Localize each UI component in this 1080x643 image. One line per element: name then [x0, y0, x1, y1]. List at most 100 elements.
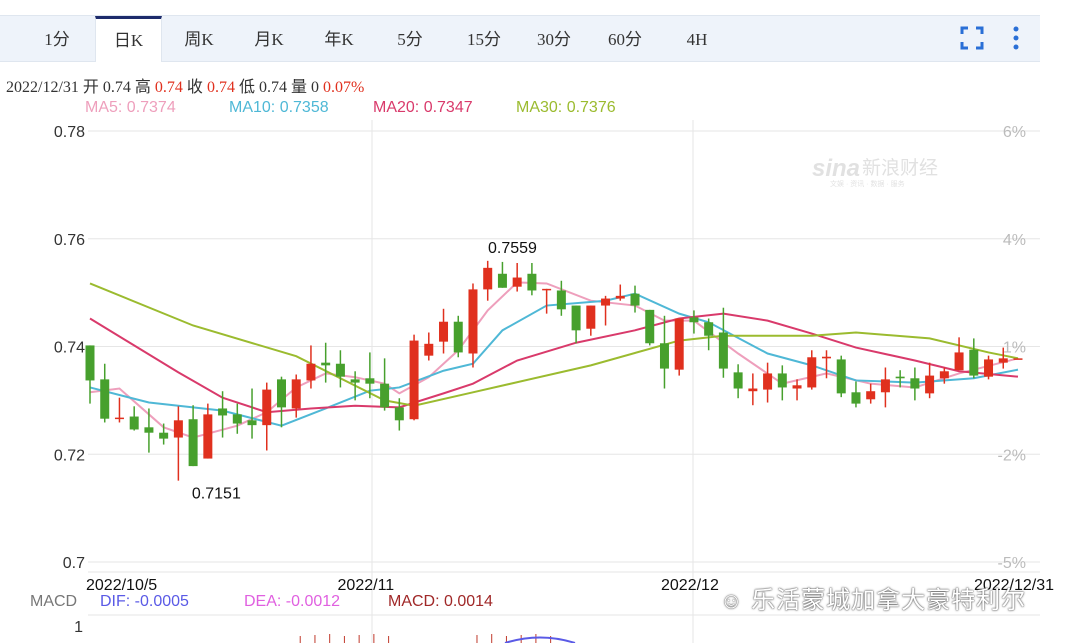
candle-body	[335, 363, 345, 377]
volume-label: 量	[290, 79, 307, 96]
candle	[836, 355, 846, 398]
candle	[218, 391, 228, 438]
y-tick-label: 0.76	[54, 232, 85, 249]
candle-body	[173, 420, 183, 438]
wechat-icon: ☺	[720, 588, 744, 613]
x-tick-label: 2022/10/5	[86, 577, 157, 594]
tab-8[interactable]: 60分	[608, 30, 642, 49]
candle-body	[763, 373, 773, 390]
candle-body	[100, 379, 110, 419]
candle	[733, 364, 743, 399]
low-annotation: 0.7151	[192, 486, 241, 503]
candle-body	[615, 295, 625, 299]
candle	[748, 373, 758, 406]
info-date: 2022/12/31	[6, 79, 79, 96]
tab-6[interactable]: 15分	[467, 30, 501, 49]
candle-body	[542, 288, 552, 291]
candle-body	[792, 385, 802, 389]
candle-body	[659, 343, 669, 369]
tab-7[interactable]: 30分	[537, 30, 571, 49]
candle-body	[439, 321, 449, 342]
candle	[365, 352, 375, 399]
candle	[114, 397, 124, 423]
ma20-legend: MA20: 0.7347	[373, 99, 473, 116]
candle-body	[453, 321, 463, 353]
more-vertical-icon[interactable]	[1002, 24, 1030, 52]
candle-body	[822, 356, 831, 359]
candle	[601, 295, 611, 326]
candle	[925, 362, 935, 399]
candle-body	[954, 352, 964, 371]
candle-body	[527, 273, 537, 291]
candle	[969, 338, 979, 379]
close-value: 0.74	[206, 79, 235, 96]
candle	[424, 332, 434, 361]
candle	[483, 260, 493, 301]
tab-1[interactable]: 日K	[95, 16, 162, 62]
macd-label: MACD	[30, 593, 78, 610]
candle	[291, 374, 301, 418]
x-tick-label: 2022/12	[661, 577, 719, 594]
x-tick-label: 2022/12/31	[974, 577, 1054, 594]
candle-body	[394, 407, 404, 421]
fullscreen-icon[interactable]	[958, 24, 986, 52]
candle-body	[144, 427, 154, 433]
candle-body	[232, 414, 242, 424]
candle	[85, 345, 95, 404]
candle	[645, 309, 655, 346]
high-value: 0.74	[154, 79, 183, 96]
right-tick-label: 6%	[1003, 124, 1026, 141]
tab-2[interactable]: 周K	[184, 30, 214, 49]
y-tick-label: 0.74	[54, 340, 85, 357]
high-annotation: 0.7559	[488, 240, 537, 257]
candle	[512, 262, 522, 292]
candle	[674, 318, 684, 376]
candle-body	[984, 359, 994, 377]
candle-body	[866, 391, 876, 400]
candle-body	[129, 416, 139, 430]
candle-body	[601, 298, 611, 306]
ma30-legend: MA30: 0.7376	[516, 99, 616, 116]
candle-body	[704, 322, 714, 336]
tab-5[interactable]: 5分	[397, 30, 423, 49]
candle	[380, 358, 390, 411]
candle-body	[998, 358, 1008, 363]
dif-line	[504, 636, 576, 643]
ohlc-info-line: 2022/12/31 开 0.74 高 0.74 收 0.74 低 0.74 量…	[6, 73, 364, 97]
candle-body	[306, 363, 316, 381]
svg-text:新浪财经: 新浪财经	[862, 157, 938, 179]
candle-body	[365, 378, 375, 384]
candle	[822, 350, 831, 379]
candle-body	[969, 349, 979, 376]
candle	[247, 388, 257, 439]
candle-body	[203, 414, 213, 459]
candle	[100, 363, 110, 423]
candle-body	[512, 277, 522, 287]
candle	[689, 310, 699, 334]
tab-9[interactable]: 4H	[686, 30, 708, 49]
tab-3[interactable]: 月K	[254, 30, 284, 49]
tab-0[interactable]: 1分	[44, 30, 70, 49]
candle-body	[380, 383, 390, 408]
candle	[335, 350, 345, 388]
svg-text:文娱 · 资讯 · 数据 · 服务: 文娱 · 资讯 · 数据 · 服务	[830, 179, 905, 188]
candle	[497, 261, 507, 288]
low-value: 0.74	[258, 79, 287, 96]
y-tick-label: 0.72	[54, 447, 85, 464]
candle-body	[188, 419, 198, 467]
open-label: 开	[82, 79, 99, 96]
candle-body	[571, 305, 581, 331]
ma5-legend: MA5: 0.7374	[85, 99, 176, 116]
candle	[556, 280, 566, 316]
candle-body	[630, 293, 640, 306]
candle-body	[409, 340, 419, 420]
candle-body	[674, 318, 684, 370]
sina-watermark: sina 新浪财经 文娱 · 资讯 · 数据 · 服务	[812, 155, 938, 188]
tab-4[interactable]: 年K	[324, 30, 354, 49]
candle	[807, 350, 817, 390]
candle	[203, 403, 213, 459]
candle	[321, 342, 331, 383]
candle	[439, 308, 449, 354]
volume-value: 0	[310, 79, 319, 96]
